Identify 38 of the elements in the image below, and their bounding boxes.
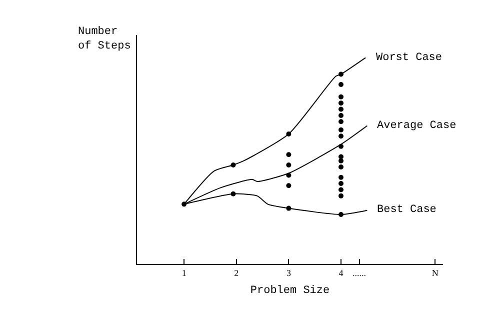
- point: [338, 82, 344, 88]
- point: [182, 202, 187, 207]
- series-label: Average Case: [377, 120, 456, 132]
- point: [338, 187, 344, 192]
- x-tick-label: 4: [338, 268, 344, 278]
- point: [338, 158, 344, 164]
- point: [338, 164, 344, 170]
- point: [338, 100, 344, 106]
- x-axis-title: Problem Size: [250, 285, 330, 297]
- point: [338, 181, 344, 186]
- point: [286, 183, 292, 188]
- point: [286, 206, 292, 211]
- series-label: Best Case: [377, 204, 436, 216]
- point: [338, 127, 344, 132]
- point: [286, 132, 292, 137]
- point: [286, 172, 292, 178]
- point: [338, 119, 344, 124]
- x-tick-label: 3: [286, 268, 292, 278]
- point: [286, 152, 292, 158]
- y-axis-title: Number of Steps: [78, 26, 131, 52]
- point: [338, 112, 344, 118]
- x-tick-label: 2: [234, 268, 239, 278]
- point: [338, 154, 344, 160]
- point: [338, 72, 344, 77]
- x-tick-label: 1: [182, 268, 186, 278]
- point: [230, 191, 236, 196]
- point: [338, 106, 344, 112]
- point: [338, 212, 344, 217]
- point: [338, 193, 344, 198]
- point: [230, 162, 236, 168]
- series-label: Worst Case: [376, 52, 442, 64]
- point: [338, 174, 344, 180]
- point: [338, 134, 344, 139]
- x-tick-label: ......: [352, 268, 366, 278]
- x-tick-label: N: [432, 268, 439, 278]
- point: [286, 162, 292, 168]
- point: [338, 94, 344, 100]
- point: [338, 144, 344, 149]
